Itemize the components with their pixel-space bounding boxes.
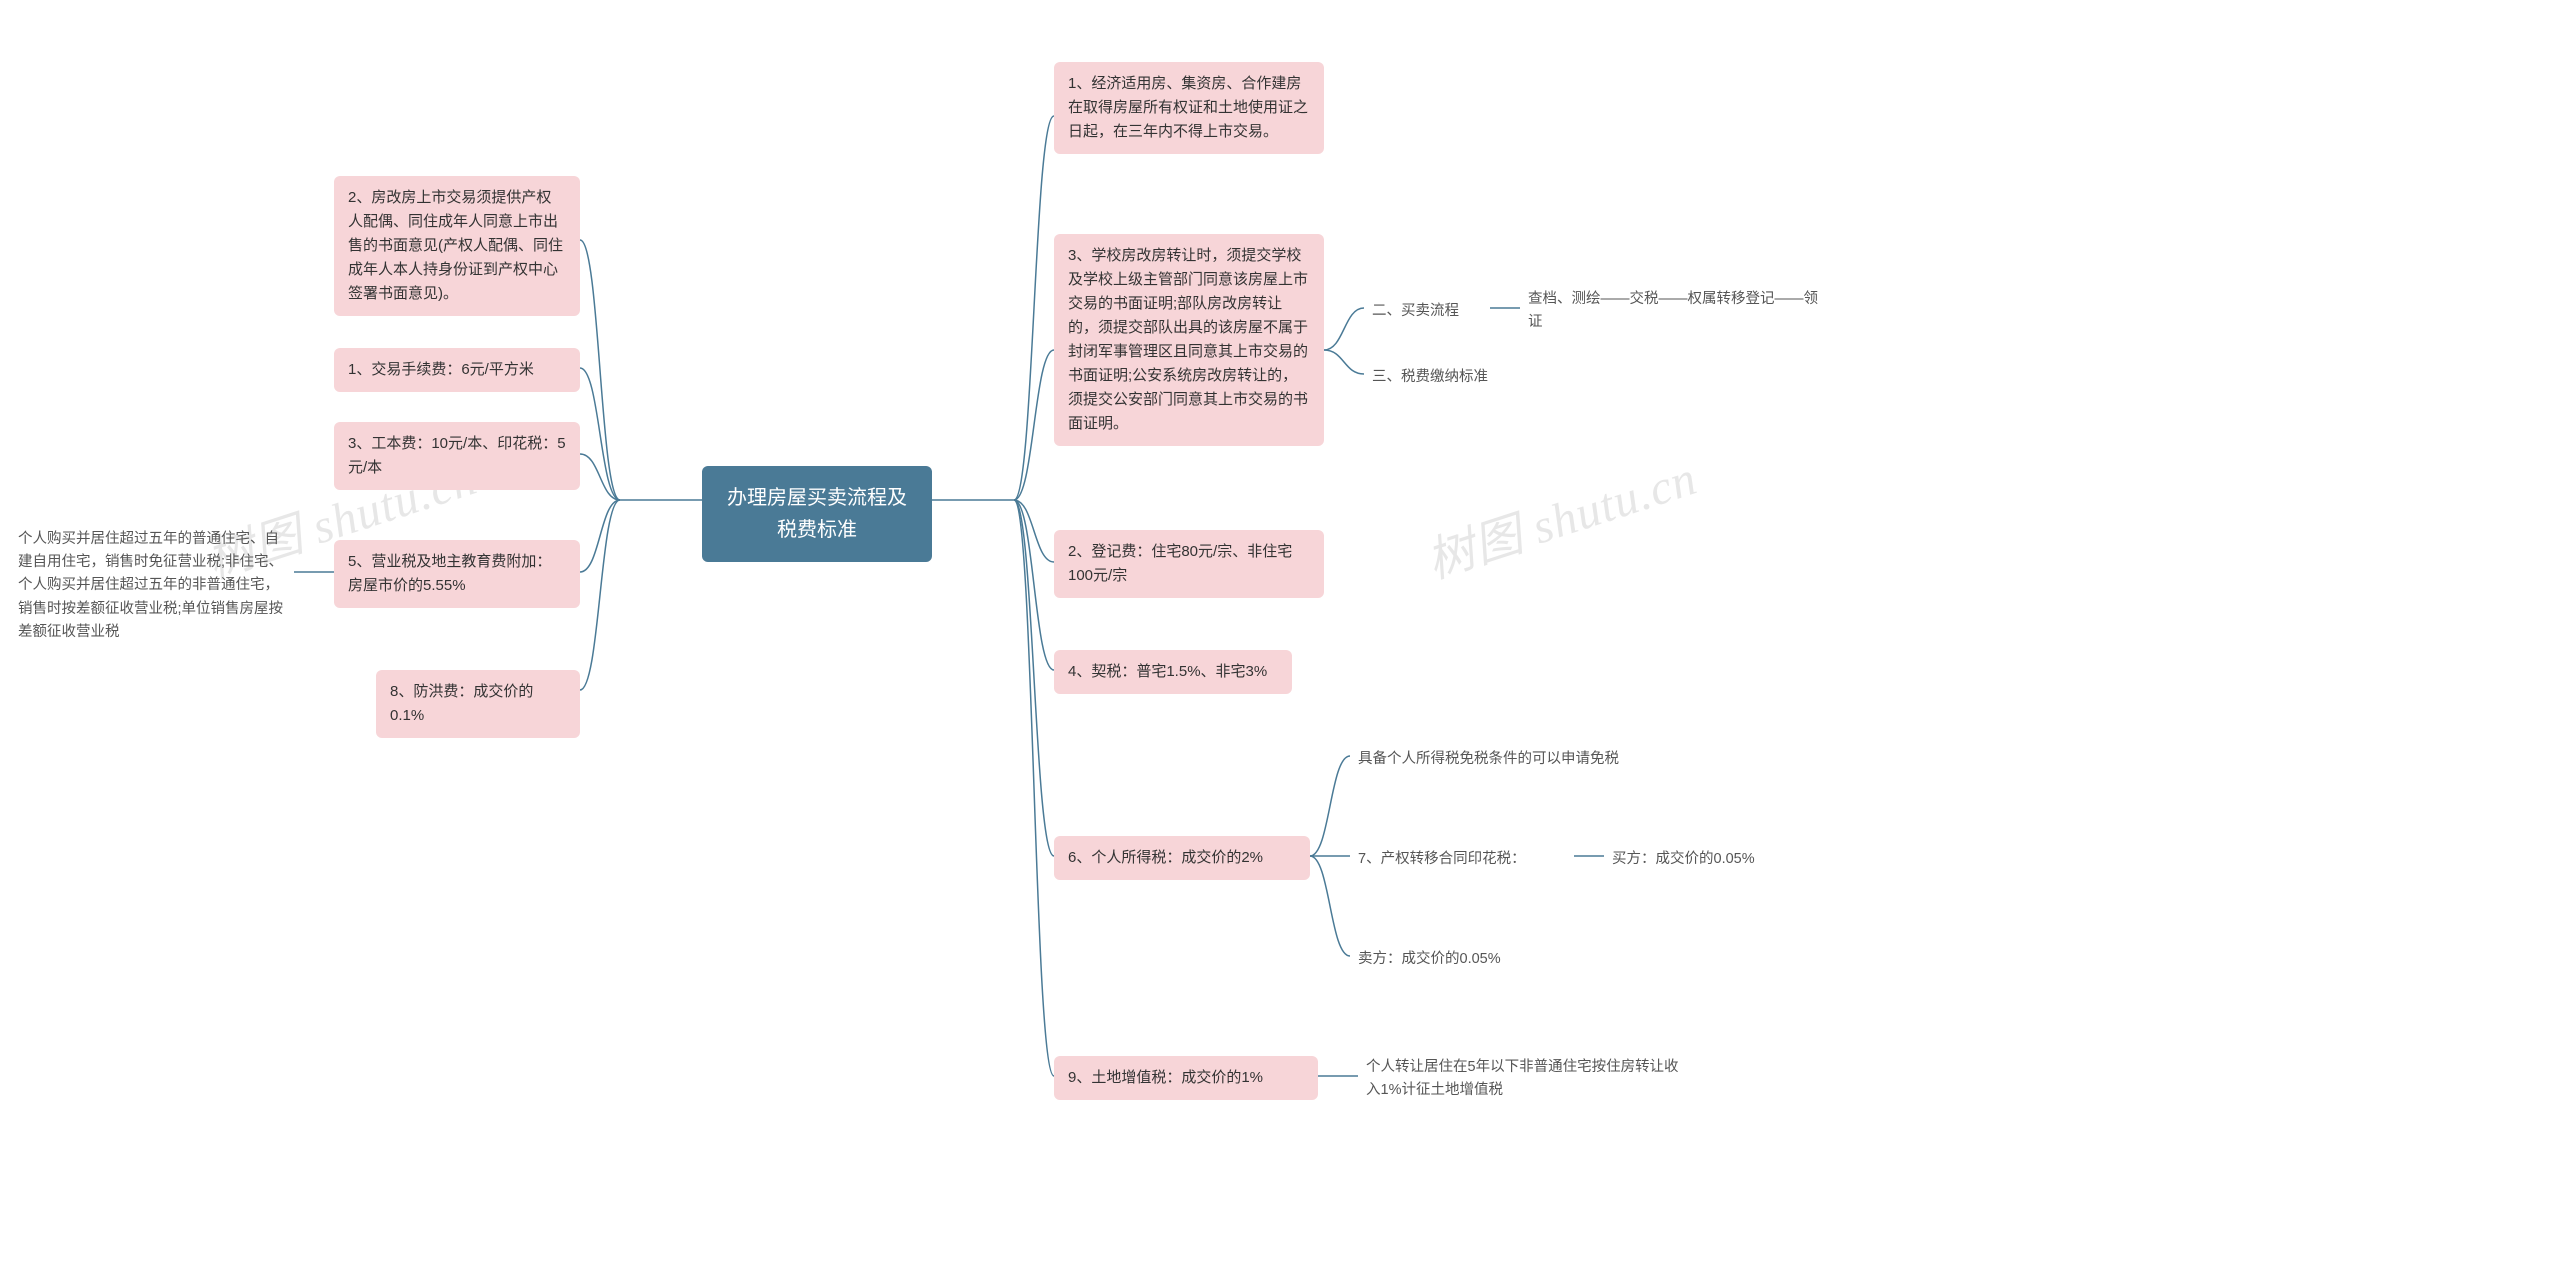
node-text: 1、经济适用房、集资房、合作建房在取得房屋所有权证和土地使用证之日起，在三年内不…	[1068, 75, 1308, 140]
watermark: 树图 shutu.cn	[1416, 438, 1704, 591]
node-text: 具备个人所得税免税条件的可以申请免税	[1358, 751, 1619, 767]
right-node-5-c2-text[interactable]: 买方：成交价的0.05%	[1604, 844, 1804, 875]
node-text: 查档、测绘——交税——权属转移登记——领证	[1528, 291, 1818, 330]
node-text: 3、学校房改房转让时，须提交学校及学校上级主管部门同意该房屋上市交易的书面证明;…	[1068, 247, 1308, 432]
node-text: 7、产权转移合同印花税：	[1358, 851, 1526, 867]
right-node-5-c2-label[interactable]: 7、产权转移合同印花税：	[1350, 844, 1574, 875]
node-text: 6、个人所得税：成交价的2%	[1068, 849, 1263, 866]
left-node-5[interactable]: 8、防洪费：成交价的0.1%	[376, 670, 580, 738]
right-node-5[interactable]: 6、个人所得税：成交价的2%	[1054, 836, 1310, 880]
left-node-1[interactable]: 2、房改房上市交易须提供产权人配偶、同住成年人同意上市出售的书面意见(产权人配偶…	[334, 176, 580, 316]
right-node-3[interactable]: 2、登记费：住宅80元/宗、非住宅100元/宗	[1054, 530, 1324, 598]
node-text: 5、营业税及地主教育费附加：房屋市价的5.55%	[348, 553, 551, 594]
right-node-5-c1[interactable]: 具备个人所得税免税条件的可以申请免税	[1350, 744, 1670, 775]
mindmap-canvas: 树图 shutu.cn 树图 shutu.cn	[0, 0, 2560, 1266]
node-text: 2、登记费：住宅80元/宗、非住宅100元/宗	[1068, 543, 1292, 584]
node-text: 买方：成交价的0.05%	[1612, 851, 1755, 867]
right-node-5-c3[interactable]: 卖方：成交价的0.05%	[1350, 944, 1550, 975]
right-node-1[interactable]: 1、经济适用房、集资房、合作建房在取得房屋所有权证和土地使用证之日起，在三年内不…	[1054, 62, 1324, 154]
right-node-6-leaf[interactable]: 个人转让居住在5年以下非普通住宅按住房转让收入1%计征土地增值税	[1358, 1052, 1688, 1106]
root-text: 办理房屋买卖流程及税费标准	[727, 487, 907, 541]
right-node-2-c2[interactable]: 三、税费缴纳标准	[1364, 362, 1524, 393]
node-text: 个人转让居住在5年以下非普通住宅按住房转让收入1%计征土地增值税	[1366, 1059, 1679, 1098]
node-text: 个人购买并居住超过五年的普通住宅、自建自用住宅，销售时免征营业税;非住宅、个人购…	[18, 531, 283, 640]
node-text: 8、防洪费：成交价的0.1%	[390, 683, 533, 724]
right-node-6[interactable]: 9、土地增值税：成交价的1%	[1054, 1056, 1318, 1100]
right-node-2-c1-label[interactable]: 二、买卖流程	[1364, 296, 1490, 327]
node-text: 2、房改房上市交易须提供产权人配偶、同住成年人同意上市出售的书面意见(产权人配偶…	[348, 189, 563, 302]
node-text: 4、契税：普宅1.5%、非宅3%	[1068, 663, 1267, 680]
right-node-4[interactable]: 4、契税：普宅1.5%、非宅3%	[1054, 650, 1292, 694]
right-node-2-c1-text[interactable]: 查档、测绘——交税——权属转移登记——领证	[1520, 284, 1840, 338]
node-text: 三、税费缴纳标准	[1372, 369, 1488, 385]
node-text: 1、交易手续费：6元/平方米	[348, 361, 534, 378]
right-node-2[interactable]: 3、学校房改房转让时，须提交学校及学校上级主管部门同意该房屋上市交易的书面证明;…	[1054, 234, 1324, 446]
node-text: 卖方：成交价的0.05%	[1358, 951, 1501, 967]
left-node-3[interactable]: 3、工本费：10元/本、印花税：5元/本	[334, 422, 580, 490]
left-node-4-leaf[interactable]: 个人购买并居住超过五年的普通住宅、自建自用住宅，销售时免征营业税;非住宅、个人购…	[10, 524, 294, 648]
left-node-2[interactable]: 1、交易手续费：6元/平方米	[334, 348, 580, 392]
node-text: 二、买卖流程	[1372, 303, 1459, 319]
node-text: 3、工本费：10元/本、印花税：5元/本	[348, 435, 566, 476]
node-text: 9、土地增值税：成交价的1%	[1068, 1069, 1263, 1086]
left-node-4[interactable]: 5、营业税及地主教育费附加：房屋市价的5.55%	[334, 540, 580, 608]
root-node[interactable]: 办理房屋买卖流程及税费标准	[702, 466, 932, 562]
